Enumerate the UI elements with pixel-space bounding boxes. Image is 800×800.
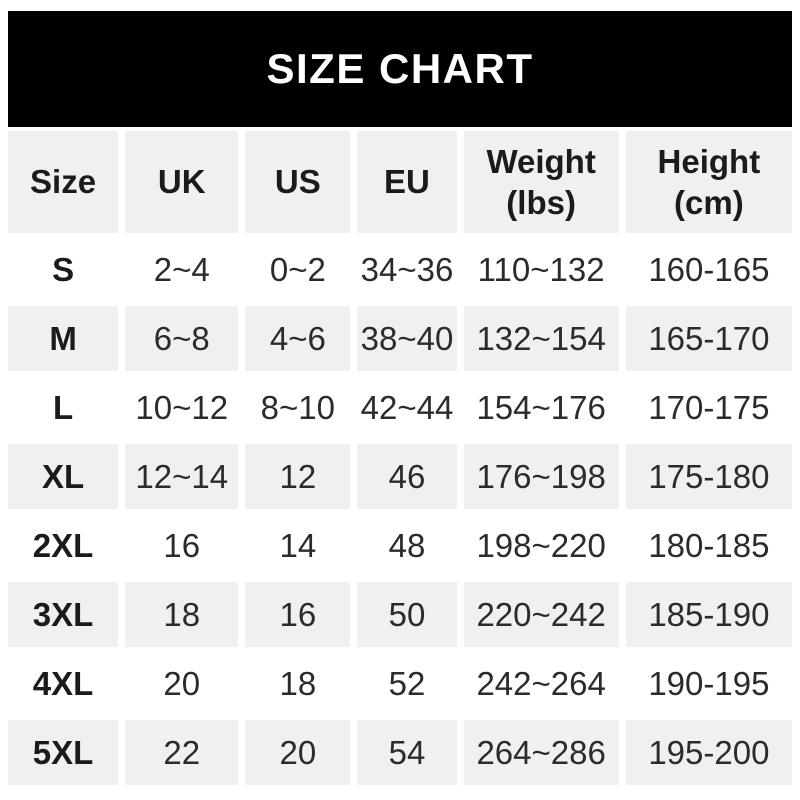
table-row: S 2~4 0~2 34~36 110~132 160-165 [8, 237, 792, 302]
cell-weight: 220~242 [463, 582, 619, 647]
cell-eu: 54 [357, 720, 457, 785]
cell-us: 18 [245, 651, 351, 716]
cell-size: 5XL [8, 720, 119, 785]
cell-size: 3XL [8, 582, 119, 647]
cell-weight: 198~220 [463, 513, 619, 578]
cell-eu: 50 [357, 582, 457, 647]
col-header-unit: (lbs) [506, 184, 576, 221]
col-header-label: EU [384, 163, 430, 201]
table-row: 2XL 16 14 48 198~220 180-185 [8, 513, 792, 578]
col-header-label: Height [657, 142, 761, 180]
cell-uk: 16 [125, 513, 239, 578]
col-header-weight: Weight (lbs) [463, 131, 619, 233]
cell-eu: 38~40 [357, 306, 457, 371]
cell-us: 16 [245, 582, 351, 647]
cell-us: 12 [245, 444, 351, 509]
cell-eu: 34~36 [357, 237, 457, 302]
cell-uk: 2~4 [125, 237, 239, 302]
table-row: L 10~12 8~10 42~44 154~176 170-175 [8, 375, 792, 440]
cell-us: 8~10 [245, 375, 351, 440]
cell-weight: 242~264 [463, 651, 619, 716]
col-header-height: Height (cm) [625, 131, 792, 233]
cell-weight: 176~198 [463, 444, 619, 509]
col-header-size: Size [8, 131, 119, 233]
col-header-eu: EU [357, 131, 457, 233]
cell-us: 20 [245, 720, 351, 785]
cell-height: 185-190 [625, 582, 792, 647]
col-header-label: Size [30, 163, 97, 201]
cell-us: 14 [245, 513, 351, 578]
page-title: SIZE CHART [266, 45, 534, 92]
col-header-label: US [274, 163, 321, 201]
cell-size: M [8, 306, 119, 371]
cell-size: 4XL [8, 651, 119, 716]
cell-uk: 22 [125, 720, 239, 785]
cell-uk: 12~14 [125, 444, 239, 509]
table-row: 3XL 18 16 50 220~242 185-190 [8, 582, 792, 647]
col-header-label: Weight [486, 142, 596, 180]
cell-size: XL [8, 444, 119, 509]
cell-eu: 48 [357, 513, 457, 578]
table-row: M 6~8 4~6 38~40 132~154 165-170 [8, 306, 792, 371]
cell-weight: 154~176 [463, 375, 619, 440]
cell-uk: 6~8 [125, 306, 239, 371]
cell-us: 0~2 [245, 237, 351, 302]
table-row: 4XL 20 18 52 242~264 190-195 [8, 651, 792, 716]
cell-height: 160-165 [625, 237, 792, 302]
cell-height: 165-170 [625, 306, 792, 371]
col-header-uk: UK [125, 131, 239, 233]
cell-height: 180-185 [625, 513, 792, 578]
table-row: XL 12~14 12 46 176~198 175-180 [8, 444, 792, 509]
table-row: 5XL 22 20 54 264~286 195-200 [8, 720, 792, 785]
cell-size: L [8, 375, 119, 440]
cell-uk: 10~12 [125, 375, 239, 440]
cell-us: 4~6 [245, 306, 351, 371]
cell-weight: 110~132 [463, 237, 619, 302]
cell-height: 175-180 [625, 444, 792, 509]
cell-uk: 18 [125, 582, 239, 647]
cell-eu: 42~44 [357, 375, 457, 440]
col-header-label: UK [157, 163, 206, 201]
size-chart-table: Size UK US EU Weight (lbs) Height (cm) S… [1, 127, 799, 789]
header-row: Size UK US EU Weight (lbs) Height (cm) [8, 131, 792, 233]
title-banner: SIZE CHART [8, 11, 792, 127]
cell-size: S [8, 237, 119, 302]
cell-height: 170-175 [625, 375, 792, 440]
cell-height: 195-200 [625, 720, 792, 785]
col-header-us: US [245, 131, 351, 233]
cell-eu: 52 [357, 651, 457, 716]
cell-weight: 264~286 [463, 720, 619, 785]
cell-uk: 20 [125, 651, 239, 716]
cell-weight: 132~154 [463, 306, 619, 371]
cell-size: 2XL [8, 513, 119, 578]
cell-height: 190-195 [625, 651, 792, 716]
col-header-unit: (cm) [674, 184, 744, 221]
cell-eu: 46 [357, 444, 457, 509]
